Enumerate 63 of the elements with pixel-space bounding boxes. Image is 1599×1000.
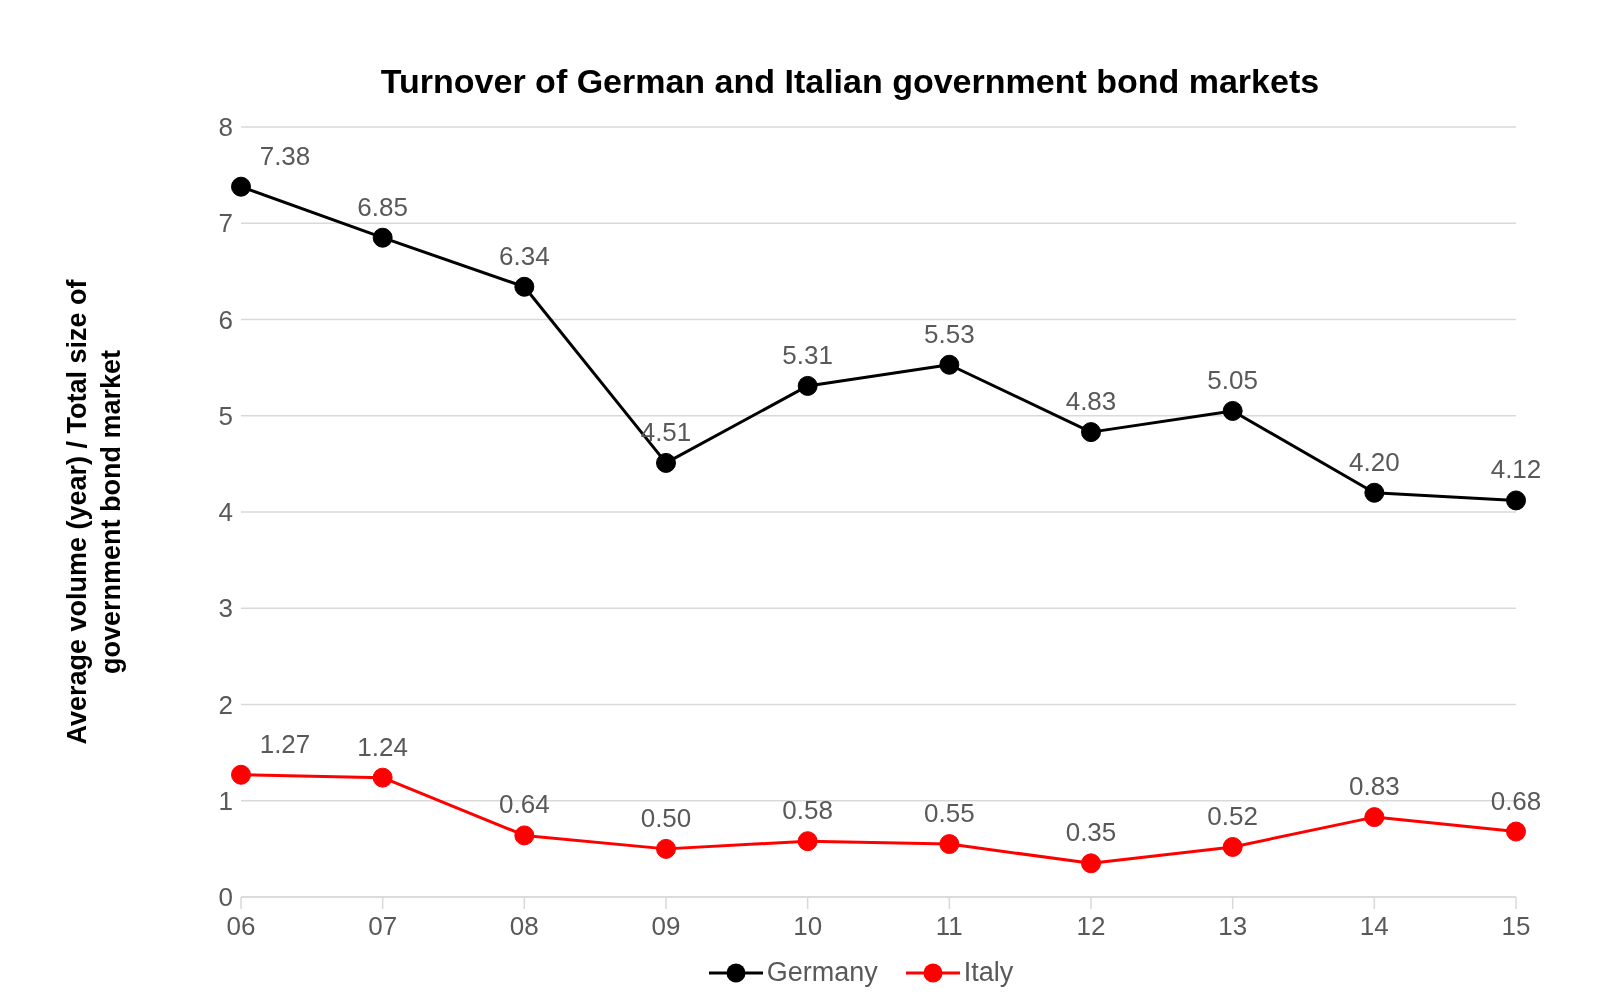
point [514,276,535,297]
data-label: 5.31 [782,339,833,370]
y-tick-label: 1 [218,785,233,816]
point [1364,482,1385,503]
point [1506,821,1526,842]
legend-label: Germany [766,957,878,988]
point [231,764,251,785]
x-tick-label: 13 [1218,911,1248,942]
y-tick-label: 0 [218,882,233,913]
point [797,831,818,852]
point [656,838,676,859]
data-label: 6.34 [499,240,550,271]
point [1222,836,1243,857]
data-label: 0.83 [1349,771,1400,802]
point [1506,490,1526,511]
data-label: 0.50 [640,802,692,833]
x-tick-label: 09 [651,911,681,942]
y-tick-label: 8 [218,112,233,143]
data-label: 4.83 [1065,386,1117,417]
point [939,834,960,855]
data-label: 0.68 [1490,785,1542,816]
y-tick-label: 4 [218,497,233,528]
data-label: 0.52 [1207,800,1258,831]
point [1364,807,1385,828]
y-tick-label: 3 [218,593,233,624]
data-label: 6.85 [357,191,408,222]
chart-title: Turnover of German and Italian government bond markets [380,62,1320,100]
data-label: 0.64 [499,789,550,820]
point [372,227,393,248]
data-label: 1.24 [357,731,408,762]
x-tick-label: 07 [368,911,398,942]
point [514,825,535,846]
x-tick-label: 15 [1501,911,1531,942]
point [231,176,251,197]
y-tick-label: 5 [218,400,233,431]
y-tick-label: 6 [218,304,233,335]
x-tick-label: 06 [226,911,256,942]
data-label: 0.55 [924,798,975,829]
data-label: 1.27 [259,728,311,759]
data-label: 4.20 [1349,446,1400,477]
data-label: 7.38 [259,140,311,171]
data-label: 0.58 [782,795,833,826]
y-axis-title: Average volume (year) / Total size of government bond market [62,278,126,745]
point [1081,422,1101,443]
point [797,375,818,396]
x-tick-label: 10 [793,911,823,942]
x-tick-label: 12 [1076,911,1106,942]
data-label: 5.53 [924,318,975,349]
x-tick-label: 11 [935,911,963,942]
data-label: 5.05 [1207,364,1258,395]
data-label: 4.51 [640,416,692,447]
legend-label: Italy [963,957,1014,988]
data-label: 0.35 [1065,817,1117,848]
point [656,452,676,473]
x-tick-label: 14 [1359,911,1389,942]
point [939,354,960,375]
y-tick-label: 7 [218,208,233,239]
point [1222,400,1243,421]
point [1081,853,1101,874]
data-label: 4.12 [1490,454,1542,485]
y-tick-label: 2 [218,689,233,720]
point [372,767,393,788]
x-tick-label: 08 [509,911,539,942]
